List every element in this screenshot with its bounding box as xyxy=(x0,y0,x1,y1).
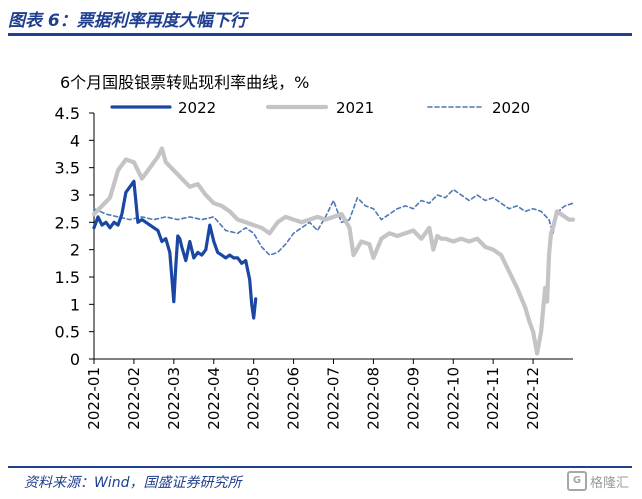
y-tick-label: 2.5 xyxy=(55,213,80,232)
series-line-2020 xyxy=(93,188,574,256)
y-axis-label: 6个月国股银票转贴现利率曲线，% xyxy=(60,73,309,92)
x-tick-label: 2022-05 xyxy=(245,367,263,430)
chart-legend: 2022 2021 2020 xyxy=(110,99,530,117)
series-line-2021 xyxy=(91,146,576,356)
chart-axes: 0 0.5 1 1.5 2 2.5 3 3.5 4 4.5 2022-01 2022-02 2022-0… xyxy=(55,104,573,430)
y-tick-label: 3.5 xyxy=(55,159,80,178)
series-line-2022 xyxy=(92,179,258,320)
x-tick-label: 2022-06 xyxy=(285,367,303,430)
y-tick-label: 4.5 xyxy=(55,104,80,123)
watermark-text: 格隆汇 xyxy=(590,475,630,491)
x-tick-label: 2022-08 xyxy=(364,367,382,430)
watermark: G 格隆汇 xyxy=(567,469,639,493)
title-rule xyxy=(8,33,632,36)
gelonghui-logo-icon: G xyxy=(567,471,587,491)
source-note: 资料来源：Wind，国盛证券研究所 xyxy=(24,475,242,491)
legend-label-2022: 2022 xyxy=(178,99,216,117)
x-tick-label: 2022-03 xyxy=(165,367,183,430)
legend-label-2021: 2021 xyxy=(336,99,374,117)
y-tick-label: 1.5 xyxy=(55,268,80,287)
x-tick-label: 2022-01 xyxy=(85,367,103,430)
y-tick-label: 2 xyxy=(70,241,80,260)
x-tick-label: 2022-09 xyxy=(404,367,422,430)
x-tick-label: 2022-07 xyxy=(325,367,343,430)
x-tick-label: 2022-11 xyxy=(484,367,502,430)
x-tick-label: 2022-04 xyxy=(205,367,223,430)
figure-title: 图表 6：票据利率再度大幅下行 xyxy=(8,11,247,31)
x-tick-label: 2022-02 xyxy=(125,367,143,430)
x-tick-label: 2022-12 xyxy=(524,367,542,430)
y-tick-label: 1 xyxy=(70,295,80,314)
y-tick-label: 0 xyxy=(70,350,80,369)
x-tick-label: 2022-10 xyxy=(444,367,462,430)
legend-label-2020: 2020 xyxy=(492,99,530,117)
y-tick-label: 4 xyxy=(70,131,80,150)
y-tick-label: 3 xyxy=(70,186,80,205)
y-tick-label: 0.5 xyxy=(55,323,80,342)
source-rule xyxy=(8,466,632,468)
chart-series xyxy=(91,146,576,356)
